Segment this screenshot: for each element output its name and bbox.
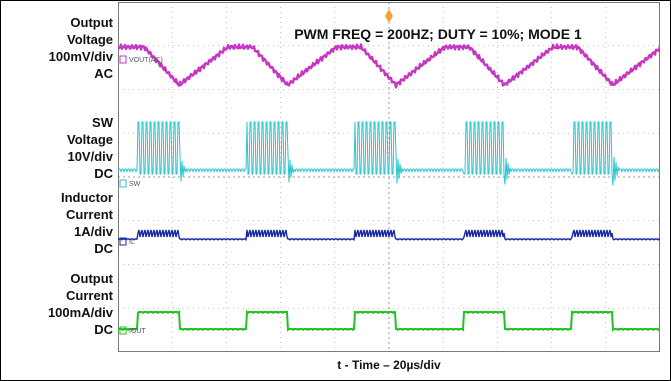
sw-trace	[118, 121, 660, 186]
label-line: AC	[94, 66, 113, 81]
channel-marker-label: VOUT(AC)	[129, 57, 163, 64]
label-line: Current	[66, 288, 113, 303]
label-line: DC	[94, 241, 113, 256]
il-trace	[118, 229, 660, 242]
output-voltage-label: Output Voltage 100mV/div AC	[0, 14, 113, 82]
channel-marker-box	[119, 237, 127, 246]
label-line: Voltage	[67, 132, 113, 147]
plot-border	[118, 2, 660, 352]
label-line: Output	[70, 271, 113, 286]
label-line: 100mA/div	[47, 305, 113, 320]
channel-marker-label: IOUT	[129, 328, 146, 335]
channel-marker-label: SW	[129, 181, 141, 188]
label-line: 1A/div	[73, 224, 113, 239]
iout-trace	[118, 310, 660, 332]
grid	[118, 2, 660, 352]
label-line: Inductor	[61, 190, 113, 205]
traces	[118, 43, 660, 332]
label-line: DC	[94, 322, 113, 337]
chart-title: PWM FREQ = 200HZ; DUTY = 10%; MODE 1	[294, 26, 582, 42]
channel-marker-label: IL	[129, 239, 135, 246]
label-line: 100mV/div	[48, 49, 113, 64]
inductor-current-label: Inductor Current 1A/div DC	[0, 189, 113, 257]
output-current-label: Output Current 100mA/div DC	[0, 270, 113, 338]
label-line: SW	[92, 115, 113, 130]
label-line: DC	[94, 166, 113, 181]
label-line: Current	[66, 207, 113, 222]
x-axis-label: t - Time – 20µs/div	[337, 358, 441, 372]
channel-marker-box	[119, 179, 127, 188]
channel-marker-box	[119, 326, 127, 335]
channel-marker-box	[119, 55, 127, 64]
trigger-position-marker	[385, 9, 393, 23]
label-line: 10V/div	[67, 149, 113, 164]
vout-trace	[118, 43, 660, 89]
oscilloscope-plot: VOUT(AC) SW IL IOUT PWM FREQ = 200HZ; DUTY …	[118, 2, 660, 352]
label-line: Output	[70, 15, 113, 30]
channel-markers: VOUT(AC) SW IL IOUT	[119, 55, 163, 335]
sw-voltage-label: SW Voltage 10V/div DC	[0, 114, 113, 182]
label-line: Voltage	[67, 32, 113, 47]
